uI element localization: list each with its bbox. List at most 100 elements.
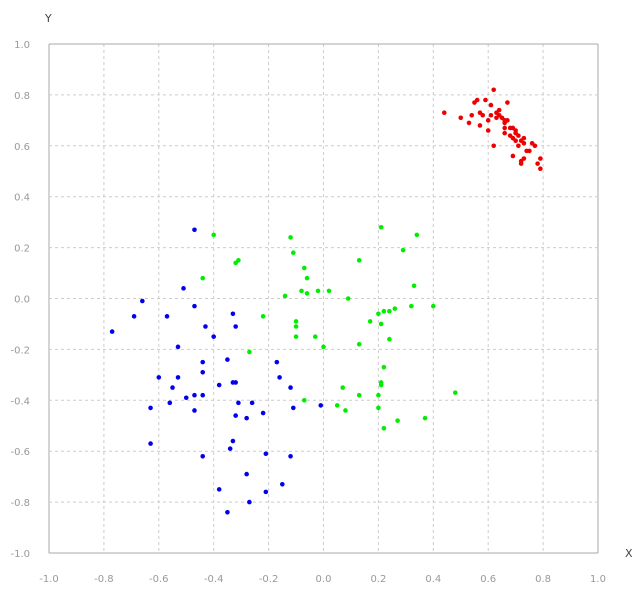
data-point [516, 143, 521, 149]
data-point [288, 453, 293, 459]
data-point [321, 344, 326, 350]
data-point [376, 311, 381, 317]
y-tick-label: -0.6 [10, 447, 30, 458]
data-point [216, 487, 222, 492]
y-tick-label: -0.2 [10, 345, 30, 356]
data-point [532, 143, 538, 149]
data-point [216, 382, 222, 388]
data-point [422, 415, 428, 421]
data-point [477, 123, 483, 128]
data-point [485, 118, 491, 123]
data-point [277, 375, 282, 380]
data-point [315, 288, 321, 294]
data-point [192, 227, 197, 233]
data-point [140, 298, 145, 304]
y-axis-label: Y [44, 12, 52, 25]
data-point [518, 161, 524, 166]
x-tick-label: 1.0 [590, 574, 606, 585]
data-point [480, 112, 486, 118]
data-point [211, 232, 216, 238]
y-tick-label: 0.0 [14, 295, 30, 306]
x-tick-label: -1.0 [39, 574, 59, 585]
y-tick-label: 1.0 [14, 40, 30, 51]
data-point [378, 382, 384, 388]
data-point [502, 118, 507, 123]
data-point [505, 100, 510, 105]
data-point [304, 275, 310, 281]
data-point [200, 370, 206, 375]
y-tick-label: 0.8 [14, 91, 30, 102]
data-point [485, 128, 491, 133]
data-point [452, 390, 458, 395]
data-point [334, 403, 340, 408]
data-point [356, 392, 362, 398]
x-tick-label: 0.4 [425, 574, 441, 585]
data-point [230, 438, 236, 444]
data-point [260, 410, 266, 416]
data-point [244, 471, 249, 477]
data-point [192, 408, 197, 413]
data-point [474, 97, 480, 103]
data-point [167, 400, 173, 406]
data-point [458, 115, 464, 121]
data-point [200, 453, 206, 459]
data-point [181, 286, 186, 291]
data-point [192, 392, 197, 398]
data-point [376, 405, 381, 411]
data-point [233, 324, 238, 329]
tick-labels: -1.0 -0.8 -0.6 -0.4 -0.2 0.0 0.2 0.4 0.6 0.8 1.0 -1… [10, 40, 605, 585]
data-point [414, 232, 420, 238]
data-point [381, 364, 387, 370]
data-point [233, 413, 238, 418]
data-point [200, 359, 206, 365]
data-point [521, 135, 527, 141]
data-point [203, 324, 208, 329]
data-point [230, 311, 236, 317]
data-point [233, 380, 238, 385]
data-point [200, 275, 206, 281]
data-point [249, 400, 255, 406]
data-point [192, 303, 197, 309]
data-point [225, 357, 230, 362]
grid [48, 43, 599, 554]
data-point [301, 398, 307, 403]
data-point [538, 166, 543, 172]
data-point [236, 258, 241, 263]
data-point [387, 336, 392, 342]
data-point [513, 138, 518, 144]
data-point [183, 395, 189, 401]
x-axis-label: X [625, 547, 633, 560]
data-point [376, 392, 381, 398]
data-point [274, 359, 280, 365]
data-point [381, 425, 387, 431]
y-tick-label: -0.4 [10, 396, 30, 407]
data-point [304, 291, 310, 296]
data-point [395, 418, 400, 423]
data-point [469, 112, 475, 118]
data-point [280, 481, 285, 487]
y-tick-label: -1.0 [10, 549, 30, 560]
data-point [356, 342, 362, 347]
data-point [175, 375, 181, 380]
data-point [411, 283, 417, 289]
data-point [175, 344, 181, 350]
data-point [148, 405, 153, 411]
x-tick-label: 0.2 [370, 574, 386, 585]
data-point [502, 130, 507, 136]
x-tick-label: -0.8 [94, 574, 114, 585]
data-point [148, 441, 153, 446]
data-point [378, 224, 384, 230]
data-point [227, 446, 233, 451]
data-point [293, 324, 299, 329]
data-point [513, 130, 518, 136]
data-point [538, 156, 543, 161]
data-point [535, 161, 540, 166]
data-point [441, 110, 447, 116]
data-point [521, 156, 527, 161]
data-point [260, 314, 266, 319]
data-point [244, 415, 249, 421]
data-point [312, 334, 318, 339]
data-point [367, 319, 373, 324]
